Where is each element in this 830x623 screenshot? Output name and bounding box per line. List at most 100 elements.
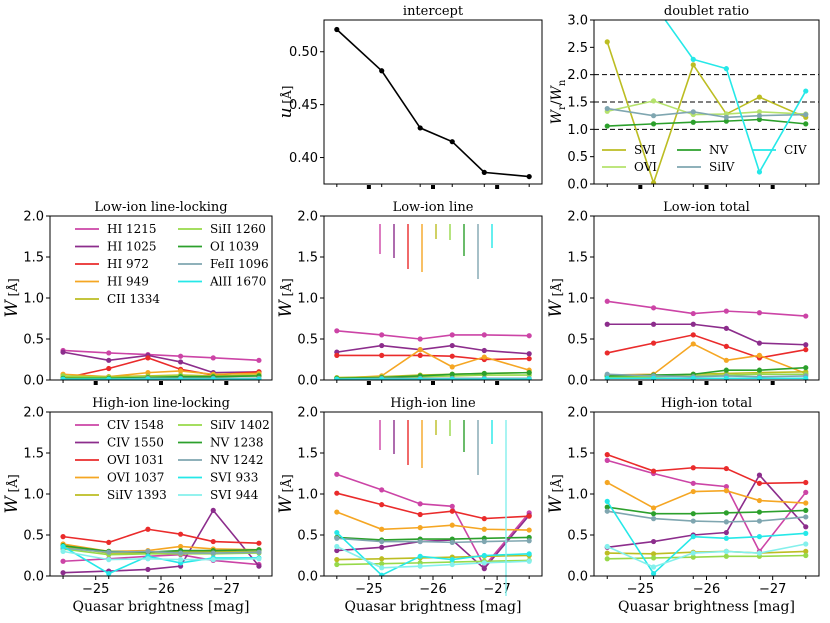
data-point: [723, 118, 729, 124]
data-point: [334, 26, 340, 33]
data-point: [526, 370, 532, 376]
y-tick-label: 1.5: [567, 96, 588, 111]
data-point: [379, 544, 385, 550]
chart-intercept: intercept 0.40 0.45 0.50 u [Å]: [276, 4, 543, 189]
data-point: [604, 298, 610, 304]
series-line: [62, 550, 259, 561]
data-point: [803, 507, 809, 513]
data-point: [756, 94, 763, 100]
data-point: [650, 538, 657, 545]
chart-title: High-ion line-locking: [92, 396, 230, 411]
y-tick-label: 2.5: [567, 41, 588, 56]
data-point: [177, 359, 184, 365]
data-point: [690, 341, 696, 347]
series-line: [63, 509, 260, 574]
data-point: [723, 343, 729, 349]
x-tick: [495, 381, 500, 385]
data-point: [723, 308, 729, 314]
data-point: [417, 553, 423, 559]
y-axis-label: W [Å]: [276, 278, 296, 317]
y-axis-label: W [Å]: [2, 278, 22, 317]
data-point: [256, 549, 262, 555]
data-point: [690, 332, 696, 338]
series-line: [62, 528, 259, 544]
data-point: [526, 333, 532, 339]
data-point: [723, 488, 729, 494]
x-tick: [93, 381, 98, 385]
data-point: [379, 352, 385, 358]
data-point: [177, 531, 184, 537]
data-point: [60, 534, 66, 540]
y-axis-label: W [Å]: [546, 278, 566, 317]
data-point: [177, 557, 184, 563]
data-point: [449, 353, 455, 359]
data-point: [526, 513, 532, 519]
data-point: [177, 353, 184, 359]
x-tick-label: −27: [213, 582, 240, 597]
data-point: [481, 347, 487, 354]
data-point: [756, 116, 763, 123]
series-line: [336, 511, 530, 531]
chart-title: Low-ion line: [393, 200, 474, 215]
data-point: [481, 370, 487, 377]
data-point: [723, 325, 729, 331]
data-point: [417, 336, 423, 342]
data-point: [723, 375, 729, 380]
data-point: [145, 376, 151, 380]
x-tick: [495, 185, 500, 189]
data-point: [723, 510, 729, 516]
data-point: [334, 547, 340, 554]
data-point: [334, 352, 340, 358]
legend-label: HI 1025: [107, 240, 157, 254]
series-line: [606, 500, 806, 575]
y-tick-label: 0.5: [567, 150, 588, 165]
data-point: [690, 554, 696, 560]
legend-label: SVI: [634, 143, 656, 157]
data-point: [690, 119, 696, 125]
data-point: [756, 472, 763, 478]
x-tick: [770, 185, 775, 189]
y-tick-label: 0.0: [23, 374, 44, 389]
data-point: [756, 497, 763, 504]
data-point: [60, 543, 66, 550]
data-point: [604, 498, 610, 504]
plot-frame: [593, 19, 820, 185]
plot-frame: [323, 19, 543, 185]
data-point: [803, 365, 809, 371]
data-point: [449, 342, 455, 349]
legend-label: HI 972: [107, 257, 149, 271]
y-tick-label: 2.0: [297, 210, 318, 225]
data-point: [723, 535, 729, 541]
data-point: [604, 543, 610, 550]
data-point: [650, 570, 657, 576]
legend-label: SiII 1260: [210, 222, 266, 236]
data-point: [526, 356, 532, 362]
data-point: [256, 556, 262, 562]
series-line: [607, 373, 806, 378]
series-line: [607, 506, 806, 515]
data-point: [60, 376, 66, 380]
data-point: [256, 376, 262, 380]
data-point: [723, 465, 729, 472]
series-line: [336, 514, 530, 570]
legend-label: SiIV 1402: [210, 418, 270, 432]
data-point: [604, 556, 610, 562]
data-point: [604, 321, 610, 327]
data-point: [177, 368, 184, 374]
data-point: [334, 561, 340, 568]
data-point: [650, 505, 657, 511]
data-point: [604, 371, 610, 377]
legend-label: NV: [709, 143, 729, 157]
series-line: [63, 375, 259, 380]
data-point: [334, 509, 340, 515]
y-tick-label: 1.0: [297, 292, 318, 307]
y-tick-label: 1.5: [23, 447, 44, 462]
series-line: [62, 547, 259, 554]
data-point: [379, 376, 385, 380]
data-point: [379, 556, 385, 562]
data-point: [481, 560, 487, 566]
data-point: [481, 354, 487, 360]
data-point: [604, 39, 610, 45]
y-axis-label: W [Å]: [276, 474, 296, 513]
data-point: [604, 123, 610, 129]
